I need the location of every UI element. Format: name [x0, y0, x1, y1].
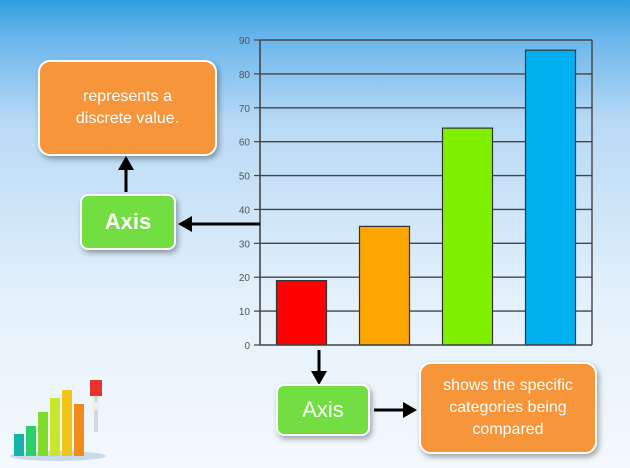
y-tick-label: 20	[239, 273, 251, 284]
value-axis-label-box: Axis	[80, 194, 176, 250]
axes	[259, 40, 592, 346]
arrow-head-right	[403, 402, 417, 418]
y-tick-label: 30	[239, 239, 251, 250]
bar-chart-clipart-icon	[10, 380, 106, 461]
bar	[275, 280, 328, 346]
bar	[441, 127, 494, 346]
category-axis-label-box: Axis	[276, 384, 370, 436]
y-tick-label: 90	[239, 36, 251, 47]
category-axis-note: shows the specific categories being comp…	[419, 362, 597, 454]
y-tick-label: 70	[239, 104, 251, 115]
y-tick-label: 80	[239, 70, 251, 81]
y-tick-label: 60	[239, 138, 251, 149]
bar	[358, 225, 411, 346]
category-axis-note-text: shows the specific categories being comp…	[443, 377, 573, 438]
value-axis-label-text: Axis	[104, 209, 152, 234]
arrow-head-down	[311, 371, 327, 385]
bars	[275, 49, 577, 346]
y-tick-label: 50	[239, 172, 251, 183]
y-tick-labels: 0 10 20 30 40 50 60 70 80 90	[239, 36, 251, 352]
arrows	[118, 156, 417, 418]
y-tick-label: 0	[244, 341, 250, 352]
arrow-head-left	[178, 216, 192, 232]
value-axis-note: represents a discrete value.	[38, 60, 217, 156]
category-axis-label-text: Axis	[302, 397, 344, 422]
arrow-head-up	[118, 156, 134, 170]
bar	[524, 49, 577, 346]
y-tick-label: 40	[239, 205, 251, 216]
value-axis-note-text: represents a discrete value.	[75, 88, 180, 127]
y-tick-label: 10	[239, 307, 251, 318]
